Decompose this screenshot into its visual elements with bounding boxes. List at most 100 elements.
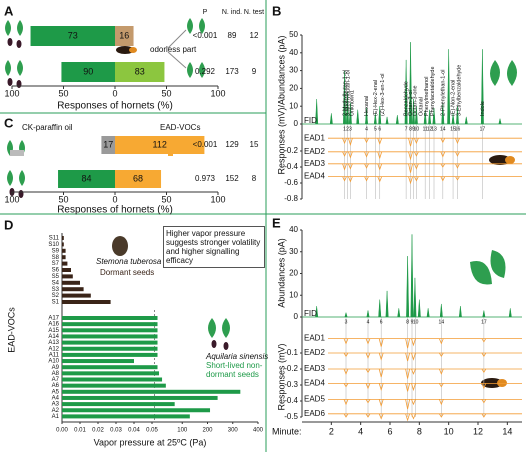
ead-response	[365, 383, 371, 390]
y-tick-label: A8	[52, 371, 60, 377]
fid-peak	[404, 59, 408, 125]
y-tick-label: S4	[52, 280, 60, 286]
bar	[62, 377, 163, 382]
ead-label: EAD1	[304, 334, 325, 343]
y-tick-label: S7	[52, 261, 60, 267]
ead-label: EAD3	[304, 364, 325, 373]
fid-peak	[348, 102, 352, 125]
x-tick-label: 6	[387, 426, 392, 436]
bar-left	[101, 136, 115, 154]
ead-label: EAD4	[304, 379, 325, 388]
x-tick-label: 100	[177, 428, 188, 434]
compound-label: Octan-3-one	[412, 85, 418, 116]
ead-response	[342, 138, 347, 145]
ead-response	[378, 368, 384, 378]
ead-response	[377, 163, 383, 171]
ead-response	[405, 383, 410, 392]
peak-number: 3	[345, 319, 348, 325]
peak-number: 4	[367, 319, 370, 325]
ead-response	[438, 399, 444, 406]
fid-peak	[315, 99, 319, 125]
ead-response	[343, 352, 349, 357]
y-tick-label: S9	[52, 248, 60, 254]
peak-number: 17	[481, 319, 487, 325]
ead-response	[411, 368, 416, 375]
stat-value: 129	[225, 140, 239, 149]
compound-label: 3-Ethylbenzaldehyde	[456, 65, 462, 116]
y-tick-label: A6	[52, 383, 60, 389]
stat-value: 15	[250, 140, 259, 149]
ead-response	[455, 176, 460, 181]
y-axis-label: Responses (mV)	[276, 343, 286, 410]
y-tick-label: A1	[52, 414, 60, 420]
x-tick-label: 10	[444, 426, 454, 436]
y-tick-label: S6	[52, 268, 60, 274]
fid-peak	[423, 109, 427, 125]
ead-label: EAD4	[304, 172, 325, 181]
peak-number: 7	[405, 126, 408, 132]
ead-response	[348, 176, 353, 183]
bar	[62, 242, 64, 247]
fid-peak	[406, 256, 410, 318]
annotation-box: Higher vapor pressure suggests stronger …	[163, 226, 265, 268]
x-tick-label: 300	[228, 428, 239, 434]
x-axis-label: Vapor pressure at 25ºC (Pa)	[94, 437, 207, 447]
bar	[62, 395, 218, 400]
y-axis-label: Responses (mV)/Abundances (pA)	[276, 35, 286, 174]
ead-response	[455, 138, 460, 145]
arrow	[167, 29, 187, 69]
x-tick-label: 0	[112, 194, 117, 204]
y-tick-label: -0.4	[284, 162, 298, 171]
x-tick-label: 50	[58, 88, 68, 98]
y-tick-label: A16	[48, 322, 59, 328]
stat-value: 89	[228, 31, 237, 40]
bar-right	[115, 136, 205, 154]
fid-peak	[329, 113, 333, 125]
fid-peak	[439, 303, 443, 318]
ead-label: EAD3	[304, 159, 325, 168]
bar	[62, 236, 64, 240]
ead-response	[378, 383, 384, 392]
ead-response	[365, 413, 371, 418]
bar-left	[30, 26, 115, 46]
ead-response	[414, 176, 419, 182]
y-tick-label: A14	[48, 334, 59, 340]
bar	[62, 402, 175, 407]
y-tick-label: A3	[52, 402, 60, 408]
count-label: 90	[83, 66, 93, 76]
y-tick-label: A13	[48, 340, 59, 346]
y-tick-label: S11	[49, 236, 60, 242]
bar	[62, 352, 158, 357]
peak-number: 6	[380, 319, 383, 325]
x-tick-label: 0.00	[56, 428, 68, 434]
ead-response	[481, 352, 487, 357]
fid-peak	[315, 306, 319, 318]
bar-right	[115, 62, 165, 82]
x-tick-label: 0	[112, 88, 117, 98]
x-axis-label: Responses of hornets (%)	[57, 101, 173, 112]
fid-peak	[356, 109, 360, 125]
fid-peak	[410, 234, 414, 318]
ead-response	[481, 368, 487, 373]
ead-response	[405, 413, 410, 422]
peak-number: 9	[411, 319, 414, 325]
stat-value: <0.001	[193, 31, 218, 40]
fid-peak	[441, 102, 445, 125]
ead-response	[405, 399, 410, 410]
compound-label: 2-Methylbutan-1-ol	[343, 70, 349, 116]
compound-label: Indole	[480, 101, 486, 116]
fid-peak	[373, 113, 377, 125]
ead-response	[343, 338, 349, 345]
peak-number: 1	[343, 126, 346, 132]
peak-number: 15	[450, 126, 456, 132]
stat-value: 12	[250, 31, 259, 40]
x-axis-label: Minute:	[272, 426, 302, 436]
group-name: Aquilaria sinensis	[205, 352, 268, 361]
peak-number: 14	[440, 126, 446, 132]
y-tick-label: 0	[294, 119, 299, 128]
ead-response	[364, 163, 369, 169]
ead-response	[342, 151, 347, 157]
peak-number: 4	[365, 126, 368, 132]
ead-response	[411, 352, 416, 361]
compound-label: 3-Methylbutan-1-ol	[346, 70, 352, 116]
